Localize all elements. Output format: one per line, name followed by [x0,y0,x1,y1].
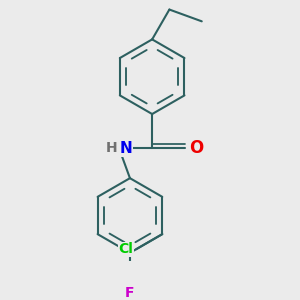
Text: F: F [125,286,135,300]
Text: N: N [119,141,132,156]
Text: O: O [189,140,203,158]
Text: Cl: Cl [118,242,133,256]
Text: H: H [105,142,117,155]
